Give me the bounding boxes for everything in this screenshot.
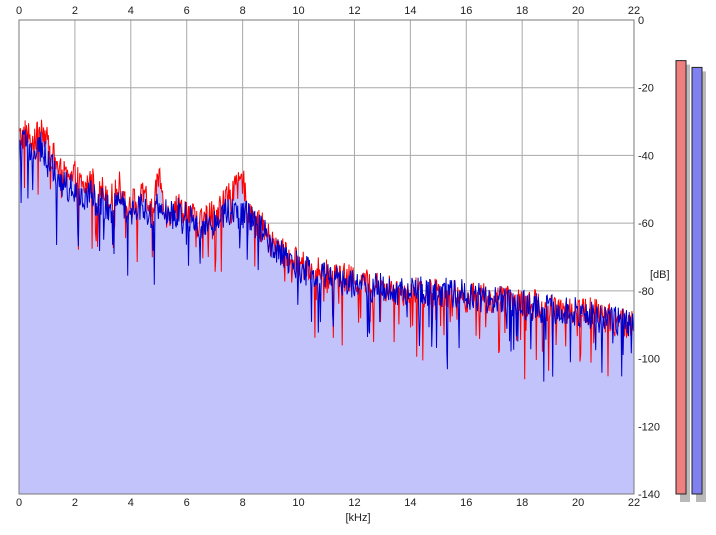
x-axis-label: [kHz] [345,512,370,524]
top-tick-label-0: 0 [16,5,22,17]
bottom-tick-label-0: 0 [16,497,22,509]
top-tick-label-11: 22 [628,5,640,17]
top-tick-label-5: 10 [292,5,304,17]
bottom-tick-label-8: 16 [460,497,472,509]
top-x-tick-labels: 0 2 4 6 8 10 12 14 16 18 20 22 [16,5,640,17]
top-tick-label-9: 18 [516,5,528,17]
series-line-1 [18,129,635,382]
spectrum-fill-area [19,119,634,494]
bottom-tick-label-3: 6 [184,497,190,509]
bottom-tick-label-5: 10 [292,497,304,509]
plot-border [18,19,635,495]
y-tick-label-1: -20 [638,83,654,95]
y-tick-label-2: -40 [638,150,654,162]
top-tick-label-10: 20 [572,5,584,17]
y-tick-label-6: -120 [638,421,660,433]
y-axis-label: [dB] [650,269,670,281]
bottom-tick-label-2: 4 [128,497,134,509]
top-tick-label-1: 2 [72,5,78,17]
top-tick-label-8: 16 [460,5,472,17]
y-tick-label-5: -100 [638,354,660,366]
bottom-tick-label-6: 12 [348,497,360,509]
bottom-tick-label-4: 8 [240,497,246,509]
right-level-meter [691,66,703,495]
top-tick-label-2: 4 [128,5,134,17]
top-tick-label-7: 14 [404,5,416,17]
top-tick-label-3: 6 [184,5,190,17]
y-tick-label-4: -80 [638,286,654,298]
y-tick-label-0: 0 [638,15,644,27]
y-tick-labels: 0 -20 -40 -60 -80 -100 -120 -140 [638,15,660,501]
spectrum-traces [18,119,635,382]
plot-frame [18,19,635,495]
series-line-0 [18,119,635,380]
bottom-tick-label-10: 20 [572,497,584,509]
bottom-x-tick-labels: 0 2 4 6 8 10 12 14 16 18 20 22 [16,497,640,509]
bottom-tick-label-1: 2 [72,497,78,509]
left-level-meter [675,60,687,495]
top-tick-label-4: 8 [240,5,246,17]
bottom-tick-label-7: 14 [404,497,416,509]
y-tick-label-3: -60 [638,218,654,230]
spectrum-fill [19,119,634,494]
bottom-tick-label-9: 18 [516,497,528,509]
top-tick-label-6: 12 [348,5,360,17]
y-tick-label-7: -140 [638,489,660,501]
bottom-tick-label-11: 22 [628,497,640,509]
level-meters [675,60,706,503]
